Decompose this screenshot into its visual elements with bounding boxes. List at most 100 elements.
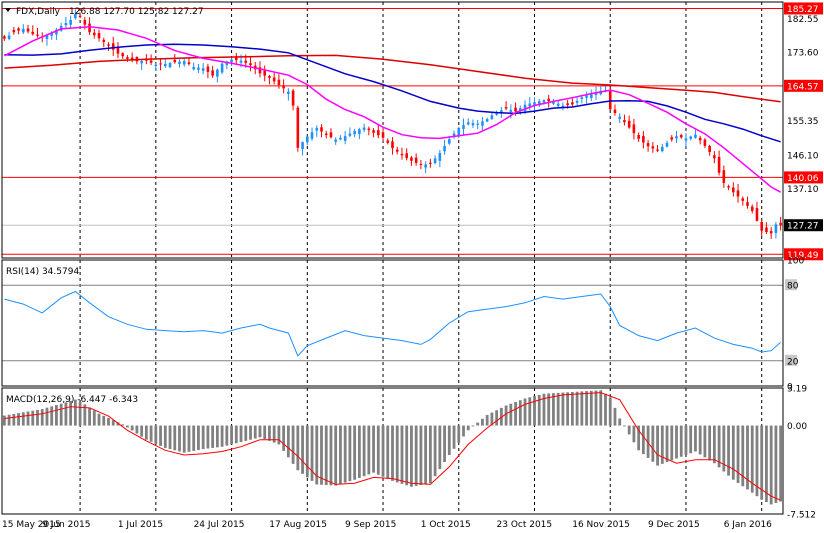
moving-averages (4, 25, 781, 193)
rsi-tick-label: 80 (787, 282, 799, 292)
macd-histogram-bar (481, 418, 484, 426)
candle-body (443, 146, 446, 152)
candle-body (556, 103, 560, 106)
macd-histogram-bar (159, 425, 162, 446)
macd-histogram-bar (405, 425, 409, 486)
candle-body (102, 39, 106, 42)
candle-body (116, 47, 120, 54)
macd-histogram-bar (708, 425, 712, 461)
macd-tick-label: 0.00 (787, 422, 807, 432)
candle-body (537, 101, 541, 106)
macd-histogram-bar (173, 425, 177, 451)
price-level-tag (784, 79, 823, 92)
macd-histogram-bar (69, 401, 73, 426)
price-level-tag (784, 171, 823, 184)
candle-body (637, 135, 640, 139)
candle-body (552, 101, 555, 104)
macd-histogram-bar (623, 425, 626, 427)
candle-body (258, 67, 262, 74)
candle-body (126, 57, 129, 59)
macd-histogram-bar (741, 425, 745, 487)
current-price-value: 127.27 (787, 222, 819, 232)
candle-body (348, 133, 352, 136)
ohlc-label: 126.88 127.70 125.82 127.27 (69, 7, 204, 17)
candle-body (590, 93, 593, 98)
macd-histogram-bar (182, 425, 186, 453)
macd-histogram-bar (765, 425, 768, 503)
candle-body (78, 15, 82, 17)
candle-body (514, 107, 517, 112)
candle-body (97, 32, 101, 39)
macd-histogram-bar (277, 425, 281, 445)
candle-body (391, 141, 394, 149)
macd-histogram-bar (178, 425, 181, 452)
macd-histogram-bar (395, 425, 399, 483)
x-tick-label: 15 May 2015 (2, 520, 61, 530)
macd-histogram-bar (769, 425, 773, 505)
x-tick-label: 24 Jul 2015 (194, 520, 245, 530)
candle-body (88, 23, 91, 33)
candle-body (282, 85, 285, 89)
macd-histogram-bar (55, 405, 58, 426)
candle-body (500, 110, 503, 114)
candle-body (580, 97, 584, 99)
candle-body (504, 107, 508, 109)
candle-body (310, 132, 314, 139)
macd-histogram-bar (637, 425, 641, 451)
candle-body (509, 110, 513, 112)
candle-body (225, 61, 229, 65)
candle-body (263, 70, 266, 76)
candle-body (410, 157, 413, 161)
candle-body (566, 103, 569, 105)
candle-body (107, 44, 110, 46)
candle-body (632, 124, 636, 134)
macd-histogram-bar (126, 425, 129, 428)
candle-body (694, 134, 697, 138)
candle-body (17, 28, 20, 31)
macd-histogram-bar (348, 425, 352, 482)
macd-histogram-bar (64, 402, 68, 426)
macd-histogram-bar (774, 425, 778, 503)
macd-histogram-bar (400, 425, 404, 484)
macd-histogram-bar (746, 425, 749, 490)
x-tick-label: 23 Oct 2015 (497, 520, 553, 530)
macd-histogram-bar (660, 425, 664, 464)
macd-histogram-bar (589, 390, 593, 426)
macd-histogram-bar (447, 425, 451, 455)
macd-histogram-bar (523, 398, 527, 426)
candle-body (244, 60, 248, 63)
x-tick-label: 9 Jun 2015 (42, 520, 90, 530)
candle-body (665, 142, 669, 147)
y-tick-label: 146.10 (787, 151, 819, 161)
ma-mid-line (4, 43, 781, 143)
price-level-value: 140.06 (787, 174, 819, 184)
macd-histogram-bar (457, 425, 461, 443)
macd-histogram-bar (168, 425, 172, 450)
macd-histogram-bar (211, 425, 215, 448)
macd-histogram-bar (438, 425, 442, 470)
macd-histogram-bar (357, 425, 361, 478)
candle-body (490, 115, 494, 120)
macd-histogram-bar (495, 410, 499, 426)
x-tick-label: 16 Nov 2015 (572, 520, 630, 530)
y-tick-label: 155.35 (787, 117, 819, 127)
macd-histogram-bar (343, 425, 347, 483)
candle-body (519, 108, 522, 111)
candle-body (197, 67, 200, 70)
candle-body (277, 79, 281, 85)
macd-histogram-bar (547, 393, 551, 426)
macd-histogram-bar (135, 425, 139, 434)
macd-histogram-bar (107, 418, 110, 426)
candle-body (561, 105, 565, 108)
candle-body (121, 53, 124, 57)
candle-body (703, 139, 707, 146)
candle-body (528, 103, 532, 107)
macd-histogram-bar (760, 425, 764, 500)
candle-body (774, 224, 778, 233)
macd-histogram-bar (92, 410, 96, 426)
macd-histogram-bar (324, 425, 328, 486)
macd-histogram-bar (675, 425, 678, 459)
macd-histogram-bar (604, 393, 607, 426)
candle-body (405, 153, 408, 159)
